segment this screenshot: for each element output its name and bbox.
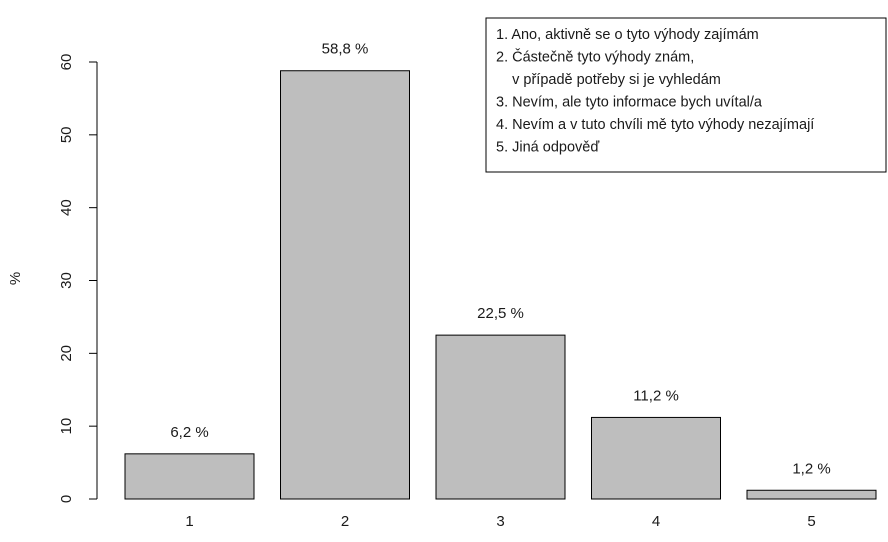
legend-entry: 1. Ano, aktivně se o tyto výhody zajímám: [496, 27, 759, 43]
x-tick-label-1: 1: [185, 513, 193, 530]
x-axis-labels: 1 2 3 4 5: [185, 513, 815, 530]
legend-entry: 2. Částečně tyto výhody znám,: [496, 49, 694, 66]
bar-2: [280, 70, 410, 500]
bar-3: [435, 334, 566, 500]
y-tick-label: 10: [58, 418, 75, 435]
y-tick-label: 60: [58, 54, 75, 71]
x-tick-label-5: 5: [807, 513, 815, 530]
bar-4: [591, 416, 721, 500]
bar-5: [746, 489, 877, 500]
y-tick-label: 40: [58, 199, 75, 216]
data-label-2: 58,8 %: [322, 41, 369, 58]
y-tick-label: 20: [58, 345, 75, 362]
data-labels: 6,2 % 58,8 % 22,5 % 11,2 % 1,2 %: [170, 41, 830, 478]
data-label-5: 1,2 %: [792, 460, 830, 477]
y-tick-label: 30: [58, 272, 75, 289]
legend-entry: 3. Nevím, ale tyto informace bych uvítal…: [496, 95, 763, 111]
y-tick-label: 0: [58, 495, 75, 503]
bar-1: [124, 453, 255, 500]
y-tick-label: 50: [58, 126, 75, 143]
legend-entry: 5. Jiná odpověď: [496, 140, 600, 156]
legend-entry: 4. Nevím a v tuto chvíli mě tyto výhody …: [496, 117, 814, 133]
data-label-3: 22,5 %: [477, 305, 524, 322]
y-axis: 0 10 20 30 40 50 60: [58, 54, 98, 503]
legend-box: [485, 17, 887, 173]
data-label-1: 6,2 %: [170, 424, 208, 441]
legend: 1. Ano, aktivně se o tyto výhody zajímám…: [485, 17, 887, 173]
x-tick-label-3: 3: [496, 513, 504, 530]
data-label-4: 11,2 %: [633, 387, 679, 404]
x-tick-label-2: 2: [341, 513, 349, 530]
x-tick-label-4: 4: [652, 513, 660, 530]
bars: [124, 70, 877, 500]
legend-entry: v případě potřeby si je vyhledám: [496, 72, 721, 88]
y-axis-title: %: [7, 272, 24, 285]
